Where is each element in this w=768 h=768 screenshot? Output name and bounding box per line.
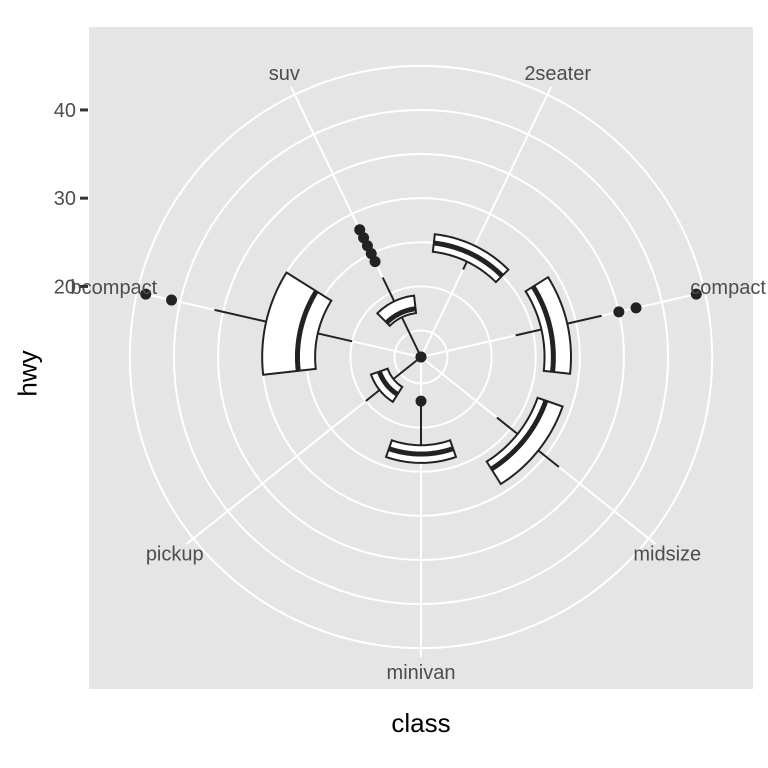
outlier-point (140, 288, 152, 300)
y-tick-label: 30 (54, 188, 76, 210)
median-line (384, 306, 416, 325)
whisker-upper (365, 389, 381, 402)
outlier-point (354, 224, 366, 236)
outlier-point (166, 294, 178, 306)
whisker-lower (496, 416, 519, 435)
whisker-upper (381, 277, 396, 302)
category-label: 2seater (524, 63, 591, 85)
box-midsize (485, 396, 564, 486)
category-label: midsize (633, 543, 701, 565)
outlier-point (630, 302, 642, 314)
whisker-lower (392, 356, 422, 380)
box-2seater (431, 233, 510, 284)
grid-spoke (420, 86, 553, 358)
category-label: minivan (387, 662, 456, 684)
y-axis-title: hwy (12, 350, 43, 397)
outlier-point (613, 306, 625, 318)
median-line (388, 446, 454, 457)
median-line (294, 289, 319, 372)
whisker-lower (515, 328, 542, 337)
median-line (490, 399, 549, 472)
whisker-lower (317, 332, 353, 343)
y-tick-label: 20 (54, 276, 76, 298)
category-label: suv (269, 63, 300, 85)
box-minivan (384, 395, 458, 464)
outlier-point (415, 351, 427, 363)
x-axis-title: class (391, 708, 451, 738)
whisker-upper (537, 449, 560, 468)
tick-layer: 20 30 40 (54, 100, 88, 298)
whisker-upper (214, 308, 267, 323)
box-layer (140, 224, 702, 486)
whisker-upper (567, 314, 602, 325)
whisker-lower (462, 261, 468, 270)
box-subcompact (140, 271, 353, 376)
box-body (375, 294, 418, 328)
category-label: pickup (146, 543, 204, 565)
category-label: bcompact (71, 277, 158, 299)
median-line (377, 370, 399, 397)
box-suv (354, 224, 427, 363)
median-line (530, 285, 556, 373)
label-layer: 2seater compact midsize minivan pickup bcompa… (71, 63, 767, 684)
median-line (433, 240, 504, 278)
outlier-point (415, 395, 427, 407)
y-tick-label: 40 (54, 100, 76, 122)
whisker-lower (400, 316, 422, 358)
box-compact (515, 275, 702, 375)
outlier-point (690, 288, 702, 300)
category-label: compact (690, 277, 766, 299)
